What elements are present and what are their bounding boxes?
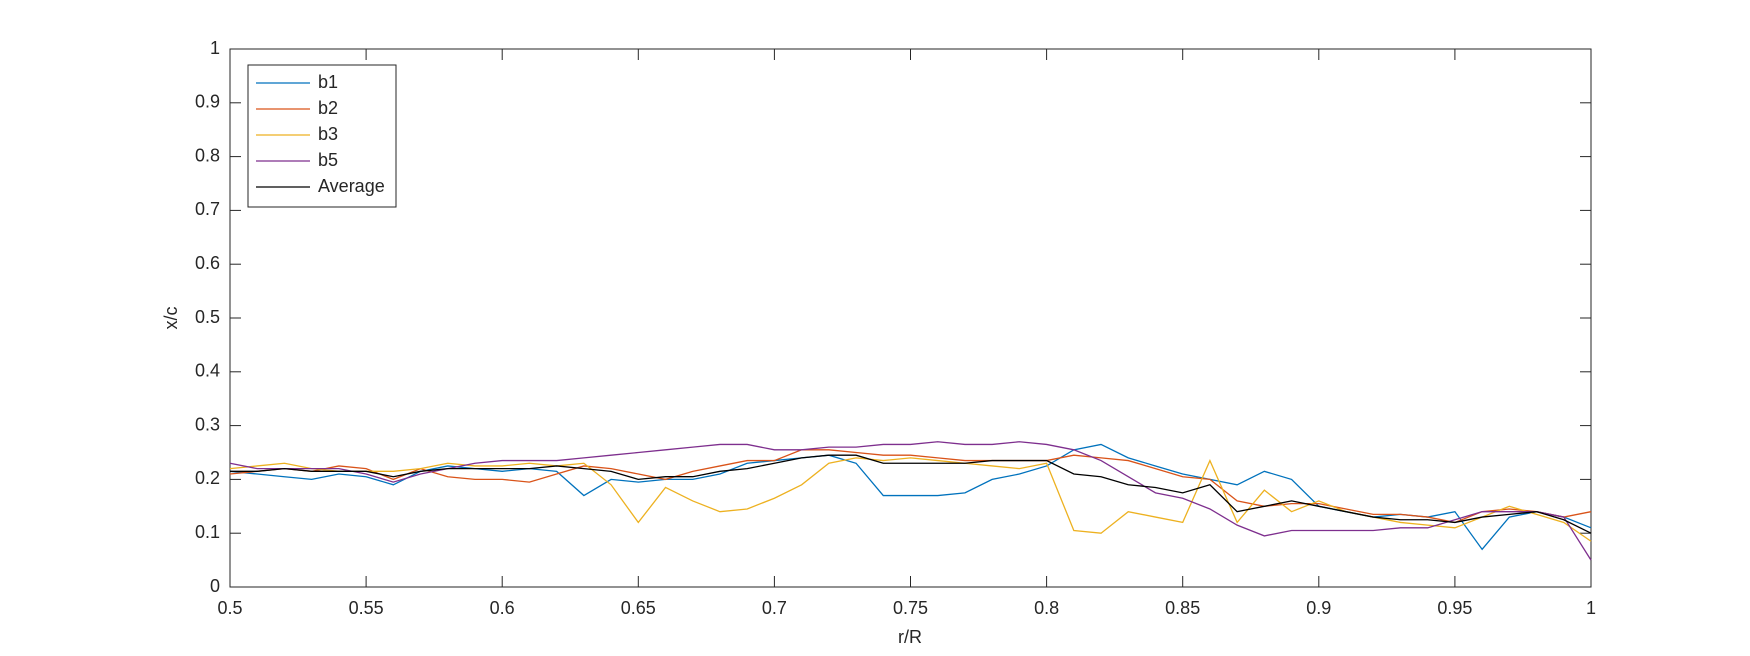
y-axis-label: x/c [161, 306, 181, 329]
x-tick-label: 0.5 [217, 598, 242, 618]
x-tick-label: 0.8 [1034, 598, 1059, 618]
plot-area [229, 48, 1592, 588]
x-axis-label: r/R [898, 627, 922, 647]
x-tick-label: 0.75 [893, 598, 928, 618]
x-tick-label: 1 [1586, 598, 1596, 618]
series-line [230, 454, 1592, 534]
y-tick-label: 0.1 [195, 522, 220, 542]
x-tick-label: 0.6 [490, 598, 515, 618]
y-tick-label: 0.9 [195, 92, 220, 112]
y-tick-label: 1 [210, 38, 220, 58]
y-tick-label: 0.6 [195, 253, 220, 273]
legend-label: b3 [318, 124, 338, 144]
series-line [229, 449, 1592, 524]
x-tick-label: 0.9 [1306, 598, 1331, 618]
x-tick-label: 0.95 [1437, 598, 1472, 618]
x-tick-label: 0.85 [1165, 598, 1200, 618]
legend-label: b1 [318, 72, 338, 92]
x-tick-label: 0.7 [762, 598, 787, 618]
y-tick-label: 0.2 [195, 468, 220, 488]
legend-label: b5 [318, 150, 338, 170]
x-tick-label: 0.55 [349, 598, 384, 618]
y-tick-label: 0.8 [195, 145, 220, 165]
y-tick-label: 0.7 [195, 199, 220, 219]
x-tick-label: 0.65 [621, 598, 656, 618]
legend-label: Average [318, 176, 385, 196]
y-tick-label: 0.4 [195, 361, 220, 381]
y-tick-label: 0.5 [195, 307, 220, 327]
legend-label: b2 [318, 98, 338, 118]
series-line [229, 441, 1592, 561]
y-tick-label: 0 [210, 576, 220, 596]
legend-box [247, 64, 397, 208]
y-tick-label: 0.3 [195, 414, 220, 434]
